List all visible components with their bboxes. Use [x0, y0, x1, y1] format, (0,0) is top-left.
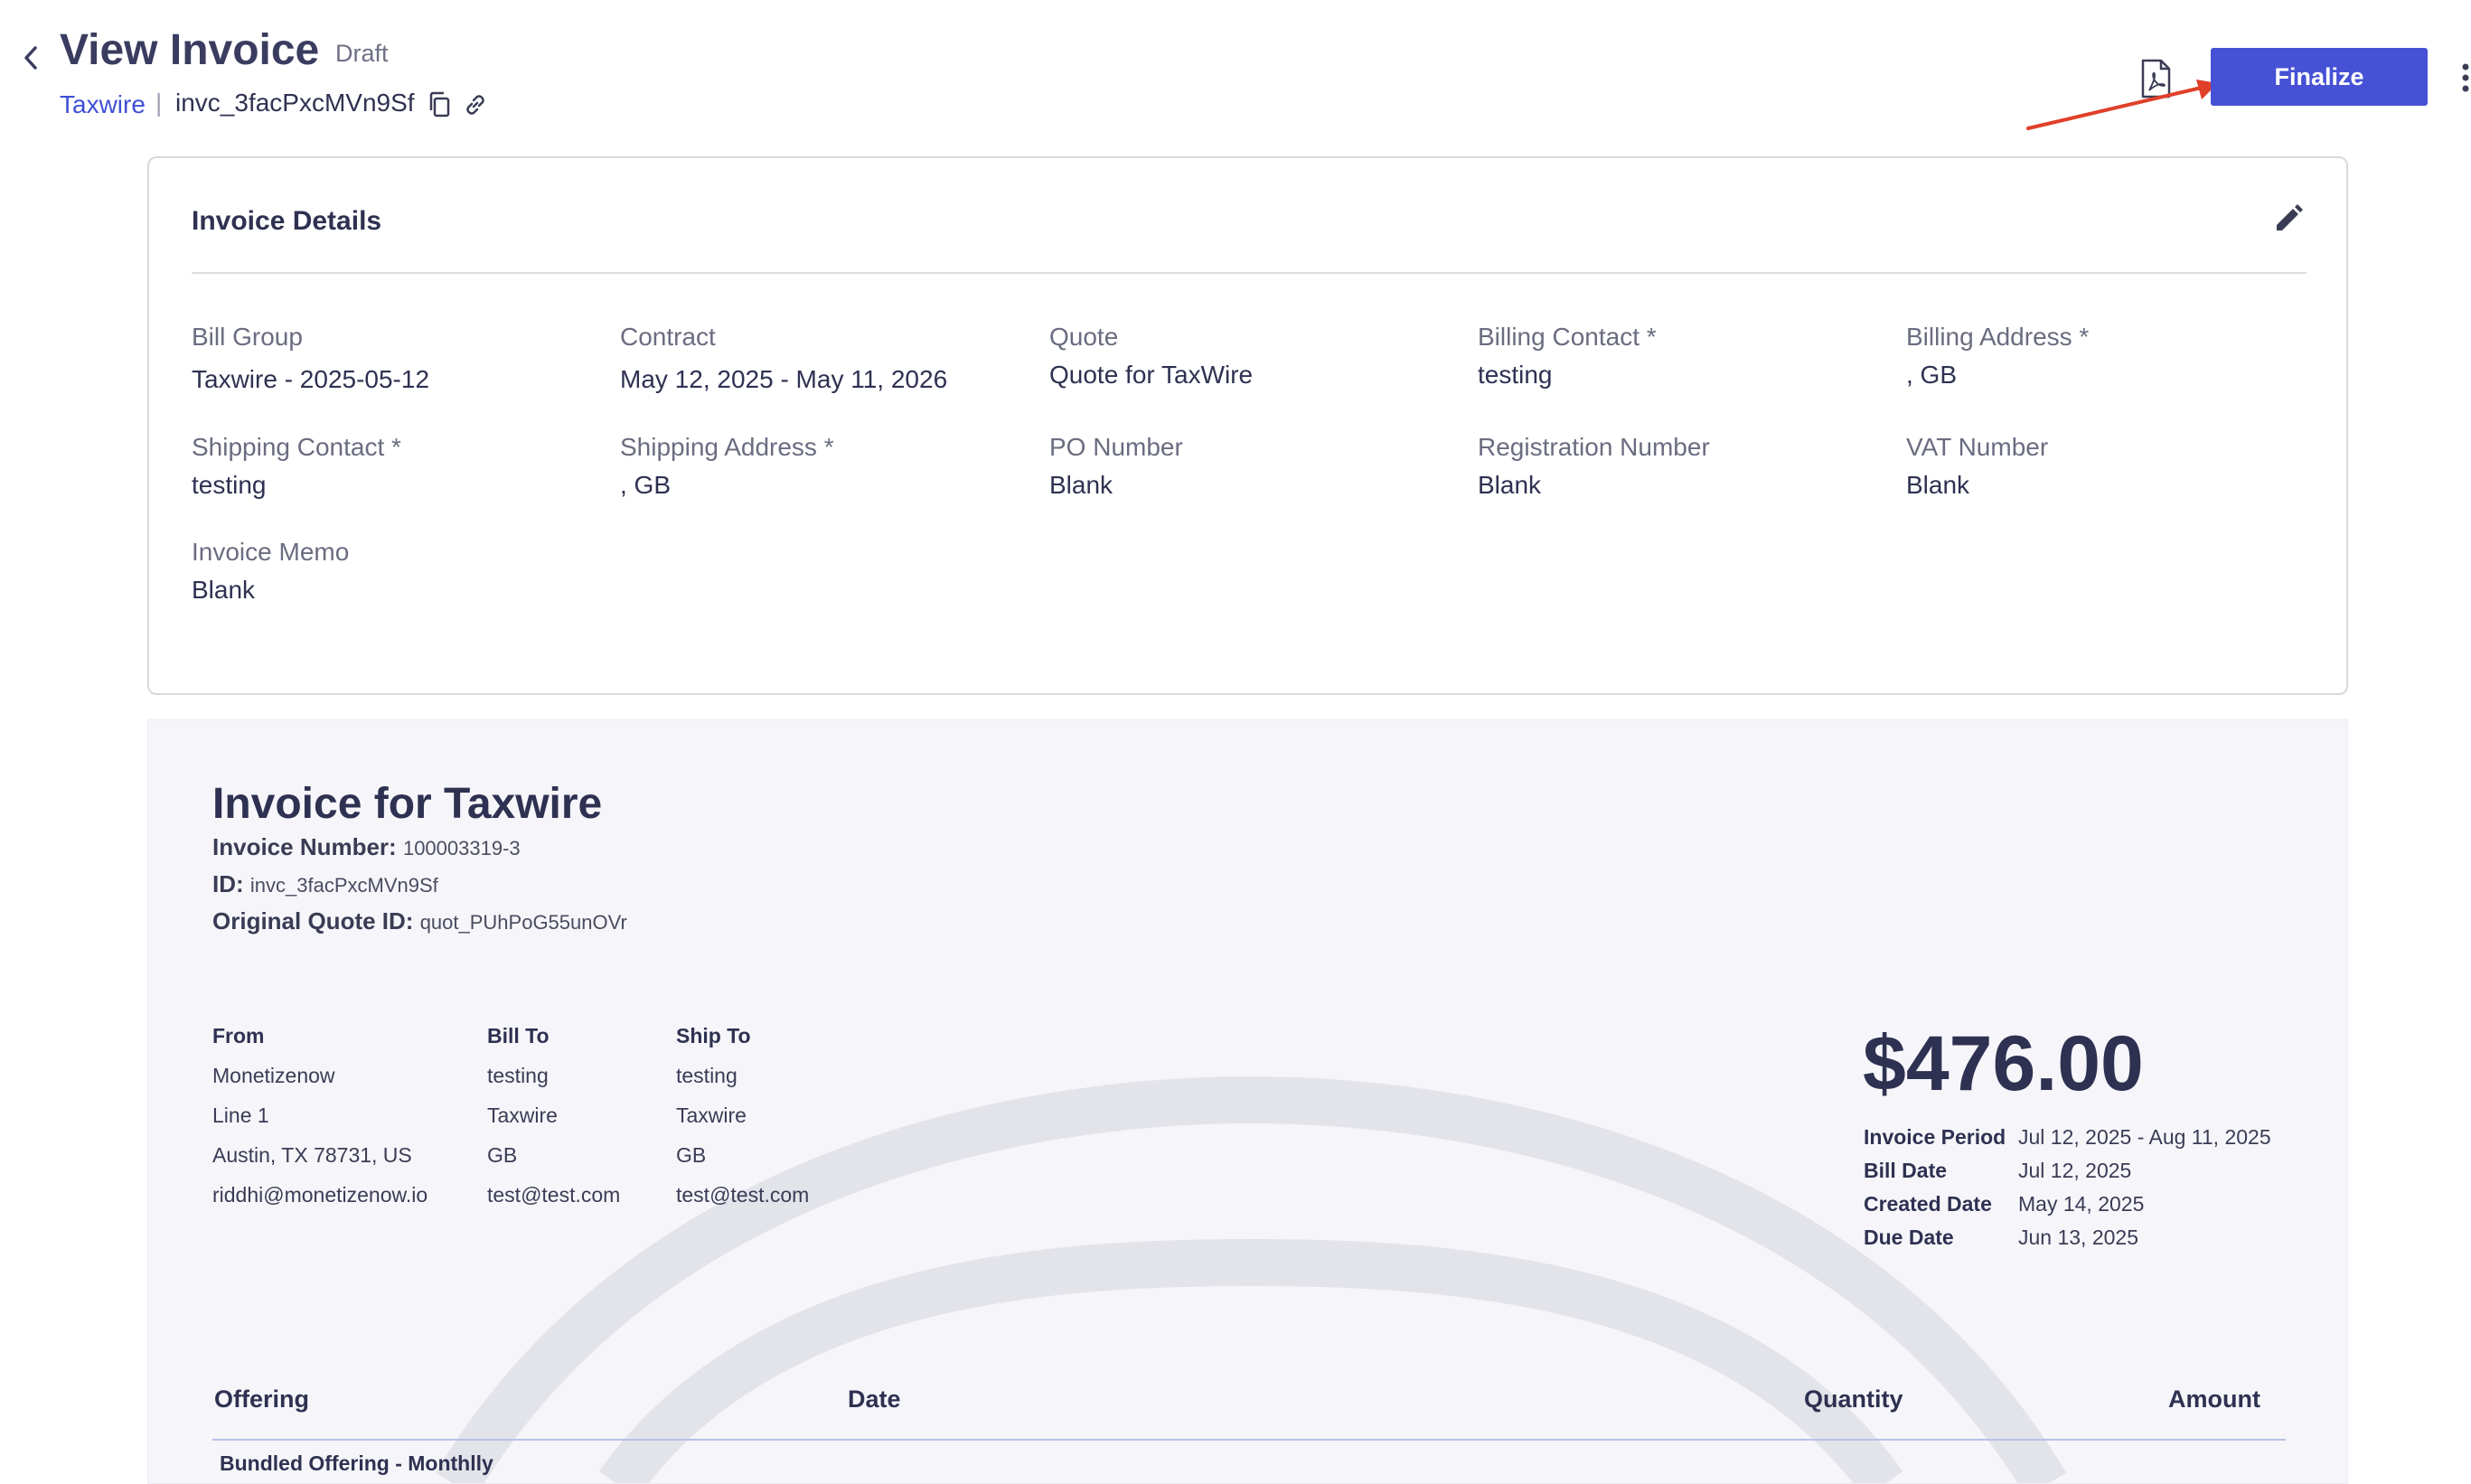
- meta-value: 100003319-3: [402, 837, 521, 859]
- invoice-id: invc_3facPxcMVn9Sf: [175, 89, 415, 117]
- status-badge: Draft: [335, 40, 389, 67]
- field-value-registration-number: Blank: [1478, 471, 1542, 499]
- field-label-quote: Quote: [1049, 323, 1119, 351]
- invoice-total-amount: $476.00: [1863, 1020, 2144, 1107]
- table-header-date: Date: [848, 1385, 901, 1413]
- table-row: Bundled Offering - Monthlly: [220, 1451, 493, 1475]
- meta-value: quot_PUhPoG55unOVr: [419, 911, 627, 934]
- table-header-amount: Amount: [2168, 1385, 2260, 1413]
- field-label-contract: Contract: [620, 323, 716, 351]
- field-label-invoice-memo: Invoice Memo: [192, 538, 350, 566]
- finalize-button[interactable]: Finalize: [2211, 48, 2428, 106]
- date-value-bill-date: Jul 12, 2025: [2018, 1159, 2132, 1182]
- field-value-shipping-address: , GB: [620, 471, 672, 499]
- field-value-contract-link[interactable]: May 12, 2025 - May 11, 2026: [620, 365, 948, 393]
- divider: [192, 272, 2307, 274]
- bill-to-line: test@test.com: [487, 1183, 621, 1207]
- from-heading: From: [212, 1024, 265, 1047]
- date-value-created-date: May 14, 2025: [2018, 1192, 2145, 1216]
- field-value-billing-address: , GB: [1906, 361, 1958, 389]
- page-title: View Invoice: [60, 26, 320, 74]
- ship-to-heading: Ship To: [676, 1024, 751, 1047]
- chevron-left-icon: [24, 46, 37, 70]
- field-value-shipping-contact: testing: [192, 471, 267, 499]
- ship-to-line: test@test.com: [676, 1183, 810, 1207]
- table-header-quantity: Quantity: [1804, 1385, 1903, 1413]
- link-icon[interactable]: [461, 90, 490, 119]
- invoice-details-title: Invoice Details: [192, 206, 382, 236]
- invoice-details-card: [147, 156, 2348, 695]
- original-quote-id-row: Original Quote ID: quot_PUhPoG55unOVr: [212, 907, 627, 935]
- from-line: Monetizenow: [212, 1064, 335, 1087]
- annotation-arrow: [2026, 80, 2218, 130]
- date-label-created-date: Created Date: [1864, 1192, 1992, 1216]
- from-line: Austin, TX 78731, US: [212, 1143, 412, 1167]
- date-value-invoice-period: Jul 12, 2025 - Aug 11, 2025: [2018, 1125, 2271, 1149]
- from-line: Line 1: [212, 1104, 269, 1127]
- date-label-due-date: Due Date: [1864, 1226, 1954, 1249]
- field-label-po-number: PO Number: [1049, 433, 1183, 461]
- meta-value: invc_3facPxcMVn9Sf: [249, 874, 438, 897]
- meta-label: Original Quote ID:: [212, 907, 414, 935]
- meta-label: Invoice Number:: [212, 833, 397, 860]
- pdf-icon[interactable]: [2137, 58, 2174, 99]
- field-value-invoice-memo: Blank: [192, 576, 256, 604]
- bill-to-heading: Bill To: [487, 1024, 550, 1047]
- field-label-billing-contact: Billing Contact *: [1478, 323, 1657, 351]
- date-label-invoice-period: Invoice Period: [1864, 1125, 2006, 1149]
- date-value-due-date: Jun 13, 2025: [2018, 1226, 2139, 1249]
- field-value-vat-number: Blank: [1906, 471, 1970, 499]
- back-button[interactable]: [14, 36, 47, 80]
- invoice-preview: [147, 719, 2348, 1484]
- field-label-registration-number: Registration Number: [1478, 433, 1710, 461]
- ship-to-line: testing: [676, 1064, 738, 1087]
- meta-label: ID:: [212, 870, 244, 897]
- copy-icon[interactable]: [427, 90, 454, 119]
- ship-to-line: GB: [676, 1143, 707, 1167]
- invoice-number-row: Invoice Number: 100003319-3: [212, 833, 521, 861]
- table-header-offering: Offering: [214, 1385, 309, 1413]
- from-line: riddhi@monetizenow.io: [212, 1183, 428, 1207]
- breadcrumb-separator: |: [155, 89, 163, 117]
- table-divider: [212, 1439, 2286, 1441]
- field-label-shipping-contact: Shipping Contact *: [192, 433, 401, 461]
- bill-to-line: GB: [487, 1143, 518, 1167]
- field-label-vat-number: VAT Number: [1906, 433, 2049, 461]
- bill-to-line: testing: [487, 1064, 549, 1087]
- date-label-bill-date: Bill Date: [1864, 1159, 1948, 1182]
- ship-to-line: Taxwire: [676, 1104, 747, 1127]
- field-value-bill-group-link[interactable]: Taxwire - 2025-05-12: [192, 365, 430, 393]
- field-label-billing-address: Billing Address *: [1906, 323, 2090, 351]
- invoice-title: Invoice for Taxwire: [212, 780, 603, 828]
- field-value-po-number: Blank: [1049, 471, 1113, 499]
- field-label-shipping-address: Shipping Address *: [620, 433, 834, 461]
- watermark-logo: [435, 1075, 2067, 1483]
- breadcrumb-customer-link[interactable]: Taxwire: [60, 90, 146, 118]
- field-value-quote-link[interactable]: Quote for TaxWire: [1049, 361, 1254, 389]
- bill-to-line: Taxwire: [487, 1104, 558, 1127]
- kebab-icon[interactable]: [2460, 60, 2471, 96]
- field-label-bill-group: Bill Group: [192, 323, 303, 351]
- field-value-billing-contact: testing: [1478, 361, 1553, 389]
- edit-pencil-icon[interactable]: [2272, 202, 2305, 235]
- invoice-id-row: ID: invc_3facPxcMVn9Sf: [212, 870, 438, 898]
